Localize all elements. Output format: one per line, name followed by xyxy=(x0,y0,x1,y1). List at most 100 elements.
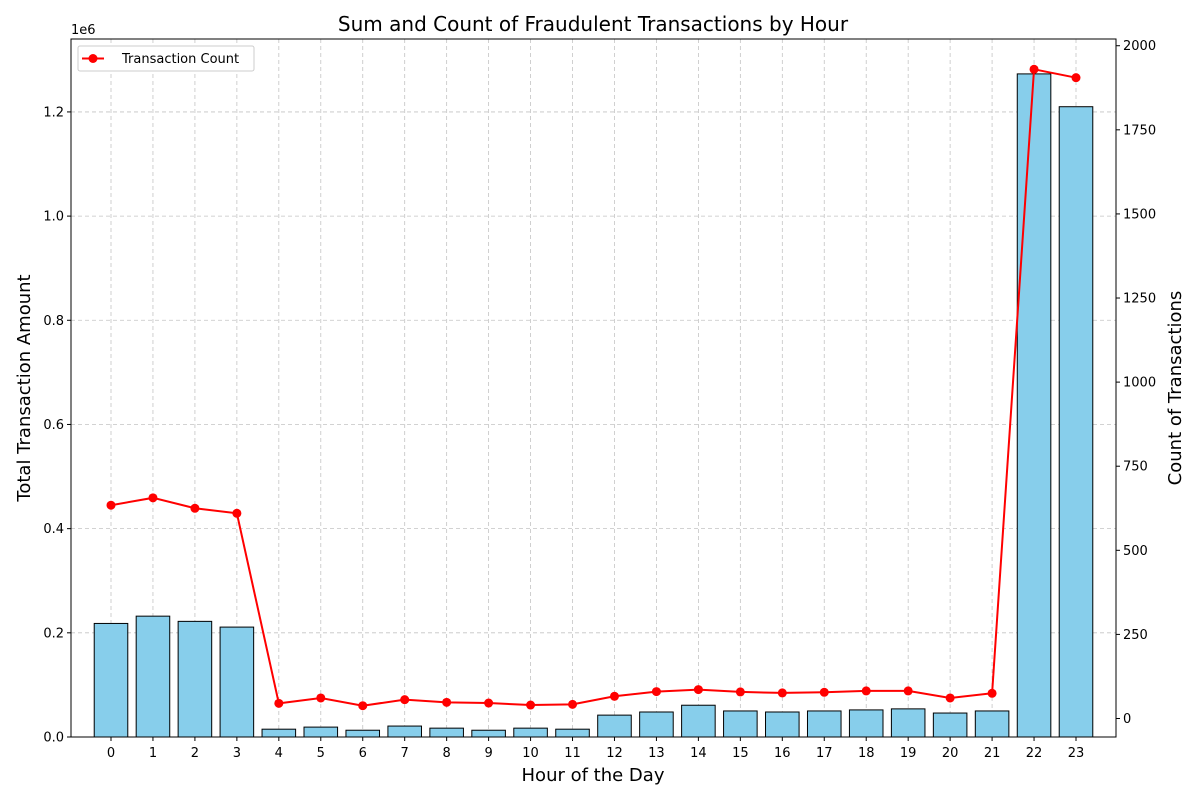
bar-hour-8 xyxy=(429,727,464,738)
count-point-hour-17 xyxy=(819,687,829,697)
count-point-hour-23 xyxy=(1071,73,1081,83)
bar-hour-9 xyxy=(471,729,506,738)
count-point-hour-8 xyxy=(442,697,452,707)
count-point-hour-20 xyxy=(945,693,955,703)
y-right-tick-label: 0 xyxy=(1123,712,1131,727)
x-tick-label: 20 xyxy=(942,746,959,761)
x-tick-label: 11 xyxy=(564,746,581,761)
bar-hour-0 xyxy=(93,622,129,738)
y-left-tick-label: 0.0 xyxy=(43,731,64,746)
bar-hour-15 xyxy=(723,710,758,738)
bar-hour-23 xyxy=(1058,106,1094,738)
bar-hour-17 xyxy=(806,710,842,738)
y-right-tick-label: 1500 xyxy=(1123,207,1156,222)
x-tick-label: 17 xyxy=(816,746,833,761)
bar-hour-22 xyxy=(1016,73,1052,738)
x-axis-label: Hour of the Day xyxy=(522,765,665,786)
x-tick-label: 18 xyxy=(858,746,875,761)
count-point-hour-19 xyxy=(903,686,913,696)
bar-hour-7 xyxy=(387,725,422,738)
count-point-hour-12 xyxy=(609,691,619,701)
x-tick-label: 0 xyxy=(107,746,115,761)
chart-title: Sum and Count of Fraudulent Transactions… xyxy=(338,12,849,36)
x-tick-label: 21 xyxy=(984,746,1001,761)
bar-hour-11 xyxy=(555,728,590,738)
count-point-hour-0 xyxy=(106,500,116,510)
x-tick-label: 6 xyxy=(359,746,367,761)
count-point-hour-5 xyxy=(316,693,326,703)
bar-hour-2 xyxy=(177,620,213,738)
count-point-hour-15 xyxy=(735,687,745,697)
count-point-hour-1 xyxy=(148,493,158,503)
bar-hour-19 xyxy=(890,708,926,738)
bar-hour-14 xyxy=(681,704,716,738)
x-tick-label: 13 xyxy=(648,746,665,761)
y-axis-left-label: Total Transaction Amount xyxy=(14,274,35,502)
x-tick-label: 14 xyxy=(690,746,707,761)
y-right-tick-label: 1750 xyxy=(1123,123,1156,138)
y-left-tick-label: 0.2 xyxy=(43,626,64,641)
transaction-count-line xyxy=(110,68,1077,707)
y-axis-right-label: Count of Transactions xyxy=(1165,291,1186,486)
x-tick-label: 4 xyxy=(275,746,283,761)
y-left-tick-label: 1.0 xyxy=(43,210,64,225)
count-point-hour-16 xyxy=(777,688,787,698)
bar-hour-18 xyxy=(848,709,884,738)
x-tick-label: 10 xyxy=(522,746,539,761)
bar-hour-5 xyxy=(303,726,339,738)
count-point-hour-7 xyxy=(400,695,410,705)
x-tick-label: 8 xyxy=(443,746,451,761)
x-tick-label: 1 xyxy=(149,746,157,761)
bar-hour-1 xyxy=(135,615,171,738)
y-right-tick-label: 250 xyxy=(1123,628,1148,643)
count-point-hour-9 xyxy=(484,698,494,708)
bars xyxy=(93,73,1094,738)
x-tick-label: 9 xyxy=(484,746,492,761)
bar-hour-12 xyxy=(597,714,632,738)
x-tick-label: 12 xyxy=(606,746,623,761)
y-right-tick-label: 1000 xyxy=(1123,376,1156,391)
count-point-hour-2 xyxy=(190,503,200,513)
bar-hour-13 xyxy=(639,711,674,738)
x-tick-label: 15 xyxy=(732,746,749,761)
legend: Transaction Count xyxy=(77,45,255,72)
count-series xyxy=(106,64,1081,711)
x-tick-label: 3 xyxy=(233,746,241,761)
plot-frame xyxy=(70,38,1117,738)
bar-hour-20 xyxy=(932,712,968,738)
x-tick-label: 5 xyxy=(317,746,325,761)
legend-box xyxy=(77,45,255,72)
bar-hour-6 xyxy=(345,729,381,738)
y-right-tick-label: 500 xyxy=(1123,544,1148,559)
count-point-hour-10 xyxy=(526,700,536,710)
count-point-hour-13 xyxy=(651,687,661,697)
y-left-tick-label: 0.6 xyxy=(43,418,64,433)
bar-hour-21 xyxy=(974,710,1010,738)
x-tick-label: 7 xyxy=(401,746,409,761)
left-axis: 0.0 0.2 0.4 0.6 0.8 1.0 1.2 xyxy=(43,105,71,746)
left-axis-offset-text: 1e6 xyxy=(71,23,96,38)
count-point-hour-21 xyxy=(987,688,997,698)
y-right-tick-label: 750 xyxy=(1123,460,1148,475)
x-tick-label: 22 xyxy=(1026,746,1043,761)
count-point-hour-6 xyxy=(358,701,368,711)
y-left-tick-label: 0.8 xyxy=(43,314,64,329)
count-point-hour-4 xyxy=(274,698,284,708)
bar-hour-3 xyxy=(219,626,255,738)
count-point-hour-22 xyxy=(1029,64,1039,74)
x-axis: 0 1 2 3 4 5 6 7 8 9 10 11 12 13 14 15 16 17 18 19 20 21 22 23 xyxy=(107,737,1084,761)
bar-hour-10 xyxy=(513,727,548,738)
bar-hour-16 xyxy=(765,711,800,738)
y-right-tick-label: 2000 xyxy=(1123,39,1156,54)
x-tick-label: 23 xyxy=(1068,746,1085,761)
y-right-tick-label: 1250 xyxy=(1123,292,1156,307)
count-point-hour-14 xyxy=(693,685,703,695)
count-point-hour-3 xyxy=(232,508,242,518)
legend-label-transaction-count: Transaction Count xyxy=(121,52,239,67)
x-tick-label: 16 xyxy=(774,746,791,761)
bar-hour-4 xyxy=(261,728,297,738)
x-tick-label: 19 xyxy=(900,746,917,761)
x-tick-label: 2 xyxy=(191,746,199,761)
count-point-hour-11 xyxy=(568,699,578,709)
